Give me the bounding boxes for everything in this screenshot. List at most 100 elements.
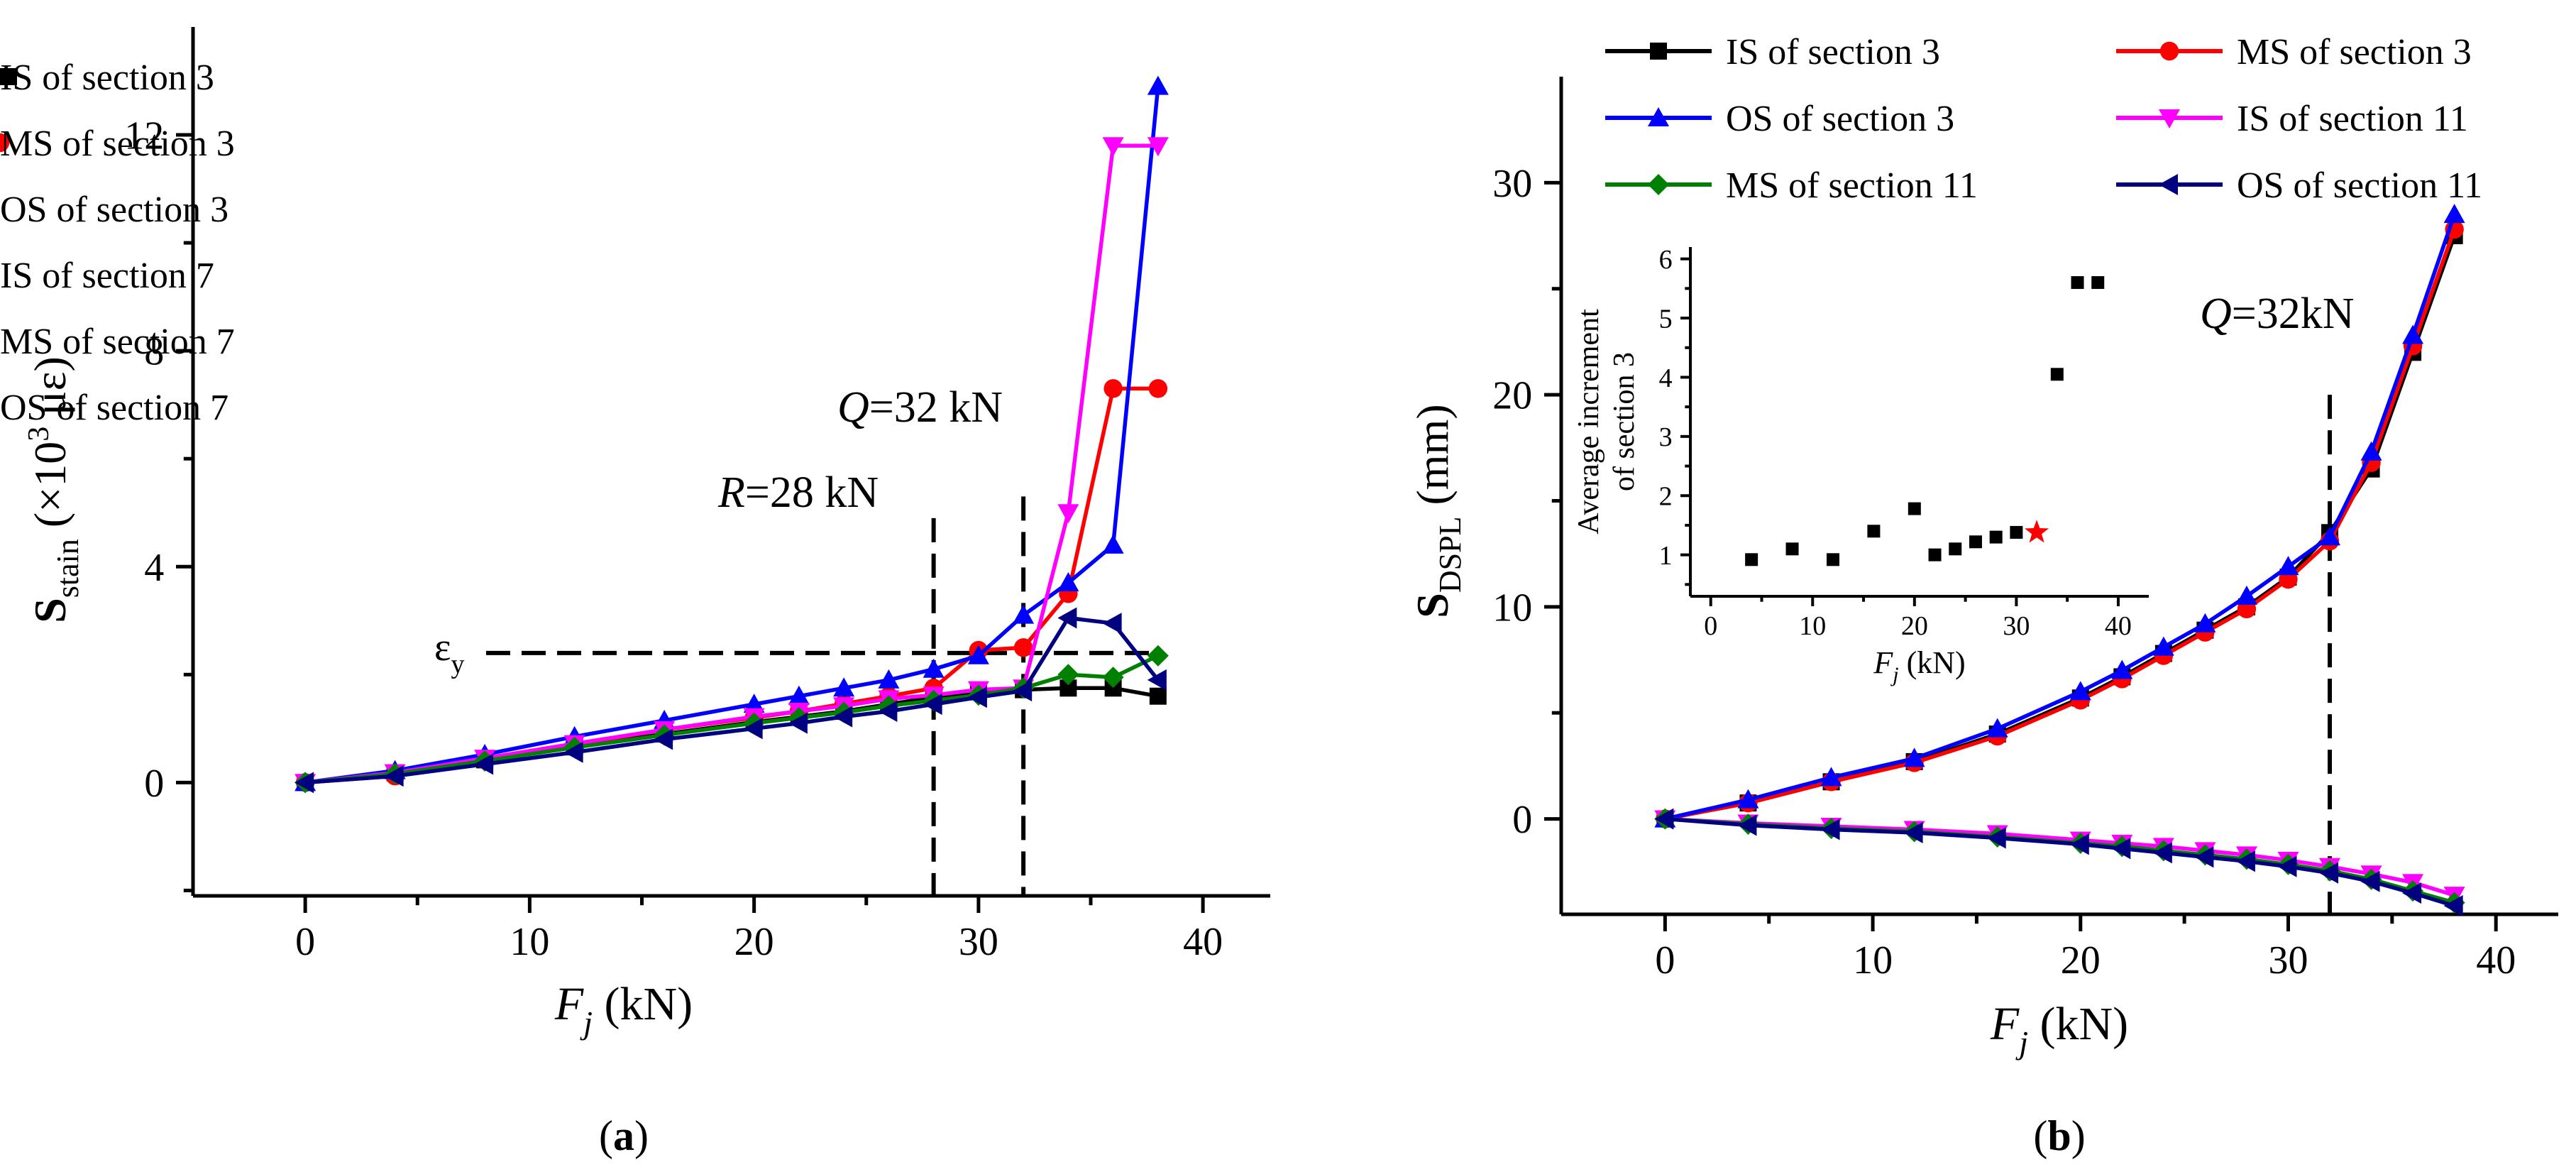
panel-a: 0 10 20 30 40 0 4 8 12 IS of section 3 MS of sect… bbox=[0, 27, 1270, 1159]
inset-x-label-sub: j bbox=[1890, 663, 1898, 686]
panel-a-series-ms-of-section-3-point bbox=[1148, 379, 1168, 398]
panel-b-legend-entry-os-of-section-3: OS of section 3 bbox=[1605, 99, 1954, 139]
inset-point bbox=[1785, 542, 1799, 556]
panel-a-series-is-of-section-7-point bbox=[1057, 504, 1079, 524]
panel-a-labels: εy R=28 kN Q=32 kN Fj (kN) Sstain (×103 … bbox=[23, 356, 1003, 1159]
inset-point bbox=[1989, 530, 2003, 544]
panel-b-x-tick-label: 10 bbox=[1853, 938, 1893, 982]
panel-b-x-axis-label: Fj (kN) bbox=[1990, 998, 2128, 1061]
inset-point bbox=[1867, 525, 1881, 538]
panel-b-legend-label: OS of section 11 bbox=[2237, 165, 2482, 206]
panel-b-legend: IS of section 3 MS of section 3 OS of sect… bbox=[1605, 32, 2482, 206]
inset-x-tick-label: 20 bbox=[1901, 611, 1928, 641]
panel-a-series-os-of-section-3-point bbox=[878, 669, 900, 689]
panel-a-series-is-of-section-7-point bbox=[1102, 137, 1124, 157]
panel-a-series bbox=[295, 75, 1169, 794]
panel-b-series-os-of-section-3 bbox=[1654, 204, 2465, 828]
panel-a-series-os-of-section-3-point bbox=[788, 685, 810, 705]
panel-b-series-os-of-section-3-point bbox=[2235, 585, 2257, 605]
inset-point bbox=[1908, 502, 1921, 515]
panel-b-legend-label: IS of section 11 bbox=[2237, 99, 2468, 139]
panel-a-series-os-of-section-7 bbox=[295, 607, 1167, 794]
inset-x-label-unit: (kN) bbox=[1899, 645, 1966, 680]
panel-a-y-tick-label: 4 bbox=[144, 546, 164, 590]
panel-a-x-tick-label: 10 bbox=[510, 920, 549, 964]
panel-b-series-os-of-section-3-point bbox=[2319, 526, 2341, 546]
panel-a-series-is-of-section-7 bbox=[295, 137, 1169, 794]
panel-b-legend-label: MS of section 11 bbox=[1726, 165, 1978, 206]
panel-a-series-os-of-section-7-point bbox=[1102, 613, 1122, 635]
panel-a-y-tick-label: 0 bbox=[144, 762, 164, 806]
panel-a-series-is-of-section-7-point bbox=[1147, 137, 1169, 157]
panel-b-series-os-of-section-11-point bbox=[2277, 855, 2297, 877]
panel-b-series-os-of-section-11-point bbox=[1903, 821, 1923, 843]
inset-point bbox=[2091, 276, 2105, 290]
panel-b-legend-entry-ms-of-section-11: MS of section 11 bbox=[1605, 165, 1978, 206]
inset-point bbox=[2050, 368, 2064, 381]
panel-a-series-os-of-section-7-point bbox=[384, 765, 404, 787]
panel-b-x-tick-label: 20 bbox=[2061, 938, 2101, 982]
panel-a-axes: 0 10 20 30 40 0 4 8 12 bbox=[124, 27, 1270, 964]
panel-b-inset: 0 10 20 30 40 1 2 3 4 5 6 Fj (kN) Average increment o… bbox=[1573, 245, 2149, 686]
panel-b-series-ms-of-section-11 bbox=[1654, 808, 2465, 914]
panel-a-series-os-of-section-7-point bbox=[474, 753, 494, 775]
panel-b-series-os-of-section-11-point bbox=[2319, 862, 2339, 884]
panel-b-series-os-of-section-3-point bbox=[1986, 718, 2008, 738]
panel-a-legend: IS of section 3 MS of section 3 OS of sect… bbox=[0, 57, 235, 428]
panel-b-series-os-of-section-11-point bbox=[2152, 842, 2172, 864]
panel-b-series-os-of-section-11-point bbox=[2360, 870, 2380, 892]
panel-b-legend-entry-ms-of-section-3: MS of section 3 bbox=[2116, 32, 2472, 72]
panel-a-series-os-of-section-3-point bbox=[1013, 604, 1035, 624]
panel-b-y-tick-label: 30 bbox=[1492, 162, 1532, 206]
panel-b-series-os-of-section-3-point bbox=[2194, 613, 2216, 632]
panel-a-series-os-of-section-3-point bbox=[743, 694, 765, 713]
inset-x-tick-label: 40 bbox=[2105, 611, 2132, 641]
panel-b-series-os-of-section-11-point bbox=[1654, 808, 1674, 830]
panel-a-q-label: Q=32 kN bbox=[837, 383, 1003, 432]
panel-a-legend-swatch-marker bbox=[0, 133, 10, 153]
panel-b-series-os-of-section-11-point bbox=[2235, 850, 2255, 872]
panel-a-legend-entry-os-of-section-7: OS of section 7 bbox=[0, 388, 229, 428]
inset-y-axis-label-line: of section 3 bbox=[1608, 352, 1641, 491]
panel-b-series-os-of-section-11-point bbox=[2194, 846, 2214, 868]
inset-y-axis-label-line: Average increment bbox=[1573, 309, 1605, 535]
panel-a-x-tick-label: 0 bbox=[295, 920, 315, 964]
inset-point bbox=[1928, 548, 1942, 562]
inset-x-tick-label: 10 bbox=[1799, 611, 1826, 641]
inset-point bbox=[1745, 553, 1758, 566]
panel-a-legend-entry-is-of-section-7: IS of section 7 bbox=[0, 256, 214, 296]
panel-a-y-tick-label: 8 bbox=[144, 330, 164, 374]
panel-a-eps-label: εy bbox=[434, 625, 465, 679]
panel-a-series-os-of-section-7-point bbox=[967, 686, 987, 708]
panel-a-legend-label: IS of section 7 bbox=[0, 256, 214, 296]
panel-b-legend-entry-os-of-section-11: OS of section 11 bbox=[2116, 165, 2482, 206]
panel-b-series-os-of-section-11-point bbox=[2443, 895, 2463, 917]
panel-b-series-os-of-section-3-point bbox=[1820, 767, 1842, 787]
panel-b-y-tick-label: 0 bbox=[1512, 798, 1532, 842]
panel-b-legend-swatch-marker bbox=[2159, 109, 2180, 128]
panel-b-legend-entry-is-of-section-3: IS of section 3 bbox=[1605, 32, 1940, 72]
inset-point bbox=[2010, 525, 2023, 539]
panel-a-series-os-of-section-7-point bbox=[878, 700, 898, 722]
panel-a-series-ms-of-section-7-point bbox=[1147, 645, 1169, 667]
panel-b-legend-label: MS of section 3 bbox=[2237, 32, 2472, 72]
panel-a-series-os-of-section-7-point bbox=[563, 741, 583, 763]
panel-a-series-ms-of-section-7-point bbox=[1057, 664, 1079, 686]
panel-b-series-os-of-section-3-point bbox=[2443, 204, 2465, 224]
panel-a-x-tick-label: 30 bbox=[959, 920, 998, 964]
panel-a-series-os-of-section-7-point bbox=[1147, 669, 1167, 691]
panel-b-series-os-of-section-11-point bbox=[1820, 818, 1840, 840]
panel-a-x-tick-label: 20 bbox=[734, 920, 774, 964]
panel-a-legend-label: OS of section 3 bbox=[0, 190, 229, 230]
panel-a-legend-entry-ms-of-section-3: MS of section 3 bbox=[0, 124, 235, 164]
panel-a-series-os-of-section-7-point bbox=[295, 772, 314, 794]
panel-a-series-ms-of-section-7-point bbox=[1102, 667, 1124, 689]
panel-b-series-is-of-section-11-line bbox=[1665, 816, 2455, 897]
panel-b-y-tick-label: 10 bbox=[1492, 586, 1532, 630]
panel-a-series-os-of-section-3-point bbox=[967, 645, 989, 664]
panel-b-series-os-of-section-11-point bbox=[2111, 838, 2131, 860]
panel-a-series-os-of-section-3-point bbox=[923, 658, 945, 678]
